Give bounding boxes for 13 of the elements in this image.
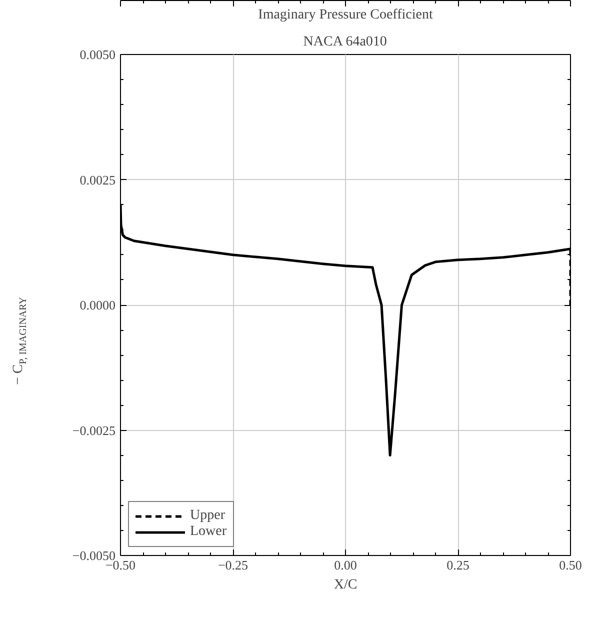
chart-subtitle: NACA 64a010 bbox=[303, 34, 387, 50]
x-tick-label: 0.00 bbox=[334, 558, 357, 572]
x-axis-title: X/C bbox=[334, 578, 358, 592]
x-tick-label: −0.25 bbox=[218, 558, 248, 572]
y-tick-label: 0.0000 bbox=[80, 298, 116, 312]
y-tick-label: −0.0025 bbox=[72, 422, 116, 438]
legend-label: Lower bbox=[190, 524, 227, 540]
y-tick-label: 0.0050 bbox=[80, 47, 116, 62]
x-tick-label: 0.25 bbox=[446, 558, 470, 572]
x-tick-label: 0.50 bbox=[559, 558, 582, 572]
y-tick-label: 0.0025 bbox=[80, 172, 116, 188]
chart-title: Imaginary Pressure Coefficient bbox=[258, 8, 433, 22]
legend-label: Upper bbox=[190, 508, 225, 524]
